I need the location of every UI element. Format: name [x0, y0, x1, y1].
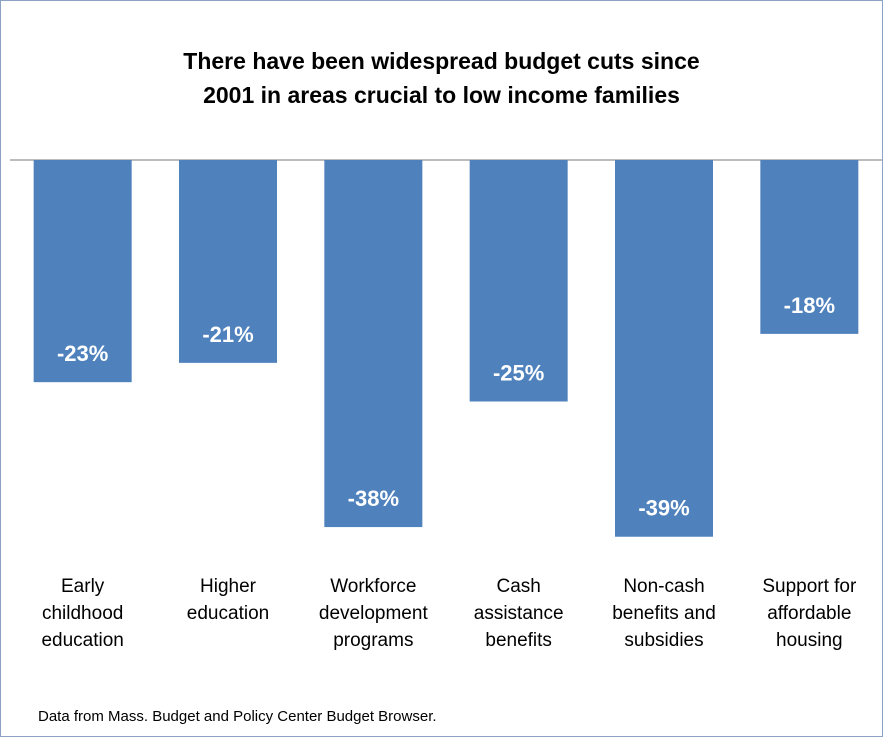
category-label-0: Early childhood education [13, 573, 153, 654]
bar-0 [33, 160, 132, 383]
category-label-4-line-1: benefits and [612, 603, 716, 624]
category-label-0-line-1: childhood [41, 603, 124, 624]
category-label-2-line-1: development [318, 603, 428, 624]
category-label-3-line-0: Cash [496, 576, 541, 597]
category-label-1-line-1: education [186, 603, 270, 624]
category-label-2-line-2: programs [333, 630, 414, 651]
category-label-1-line-0: Higher [200, 576, 256, 597]
category-label-3-line-1: assistance [473, 603, 564, 624]
category-label-5: Support for affordable housing [739, 573, 879, 654]
chart-title-line-2: 2001 in areas crucial to low income fami… [203, 82, 680, 108]
bar-5 [760, 160, 859, 334]
category-label-5-line-2: housing [776, 630, 843, 651]
data-label-3: -25% [493, 361, 544, 386]
category-label-0-line-0: Early [61, 576, 105, 597]
category-label-1: Higher education [158, 573, 298, 627]
bar-1 [179, 160, 277, 363]
source-note: Data from Mass. Budget and Policy Center… [38, 708, 437, 725]
data-label-5: -18% [784, 293, 835, 318]
bar-4 [615, 160, 713, 537]
category-label-3: Cash assistance benefits [449, 573, 589, 654]
chart-title-line-1: There have been widespread budget cuts s… [183, 48, 700, 74]
data-label-2: -38% [348, 486, 399, 511]
bar-3 [469, 160, 568, 402]
category-label-3-line-2: benefits [485, 630, 552, 651]
data-label-0: -23% [57, 341, 108, 366]
category-label-4-line-2: subsidies [624, 630, 704, 651]
category-label-4: Non-cash benefits and subsidies [594, 573, 734, 654]
category-label-5-line-0: Support for [762, 576, 857, 597]
category-label-4-line-0: Non-cash [623, 576, 705, 597]
bar-2 [324, 160, 423, 528]
category-label-0-line-2: education [41, 630, 124, 651]
category-label-5-line-1: affordable [767, 603, 852, 624]
data-label-1: -21% [202, 322, 253, 347]
chart-title: There have been widespread budget cuts s… [0, 44, 883, 112]
category-label-2-line-0: Workforce [330, 576, 417, 597]
data-label-4: -39% [638, 496, 689, 521]
category-label-2: Workforce development programs [303, 573, 443, 654]
